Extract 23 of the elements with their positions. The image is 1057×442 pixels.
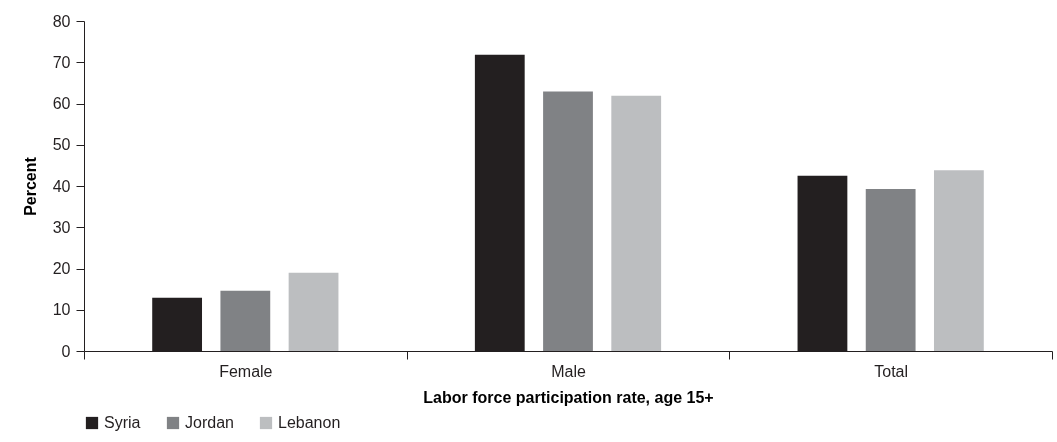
bar bbox=[543, 91, 593, 351]
x-tick-label: Total bbox=[874, 362, 909, 380]
y-tick-label: 60 bbox=[52, 95, 71, 112]
x-axis-title: Labor force participation rate, age 15+ bbox=[423, 388, 714, 406]
y-tick-label: 40 bbox=[52, 177, 71, 195]
bar bbox=[220, 290, 271, 351]
bar bbox=[933, 170, 984, 351]
bar bbox=[611, 95, 662, 351]
x-tick-label: Female bbox=[219, 362, 273, 380]
y-tick-label: 50 bbox=[52, 136, 71, 154]
legend-label: Lebanon bbox=[278, 414, 341, 431]
legend-label: Jordan bbox=[185, 414, 234, 431]
x-tick-label: Male bbox=[551, 362, 586, 380]
y-tick-label: 70 bbox=[52, 53, 71, 71]
legend-label: Syria bbox=[104, 414, 141, 431]
bar bbox=[865, 188, 916, 351]
y-axis-title: Percent bbox=[21, 156, 39, 216]
y-tick-label: 20 bbox=[52, 260, 71, 277]
y-tick-label: 30 bbox=[52, 218, 71, 236]
y-tick-label: 80 bbox=[52, 12, 71, 30]
y-tick-label: 10 bbox=[52, 301, 71, 319]
bar bbox=[288, 272, 339, 351]
y-tick-label: 0 bbox=[61, 342, 71, 360]
